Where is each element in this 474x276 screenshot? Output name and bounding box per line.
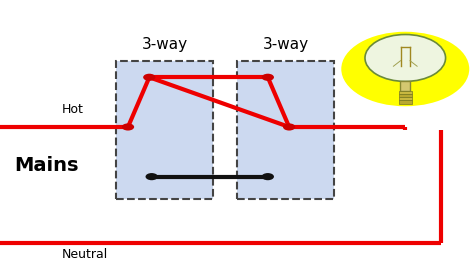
Circle shape [341, 32, 469, 106]
Circle shape [262, 173, 274, 180]
Text: 3-way: 3-way [142, 37, 188, 52]
Bar [399, 97, 412, 100]
Bar [116, 61, 213, 199]
Bar [399, 91, 412, 94]
Circle shape [146, 173, 158, 180]
Circle shape [143, 74, 155, 81]
Text: Mains: Mains [14, 156, 79, 175]
Bar [400, 81, 410, 91]
Bar [399, 100, 412, 104]
Text: Hot: Hot [62, 103, 83, 116]
Circle shape [365, 34, 446, 81]
Text: 3-way: 3-way [263, 37, 309, 52]
Circle shape [262, 74, 274, 81]
Circle shape [122, 123, 134, 131]
Bar [399, 94, 412, 97]
Bar [237, 61, 334, 199]
Text: Neutral: Neutral [62, 248, 108, 261]
Circle shape [283, 123, 295, 131]
